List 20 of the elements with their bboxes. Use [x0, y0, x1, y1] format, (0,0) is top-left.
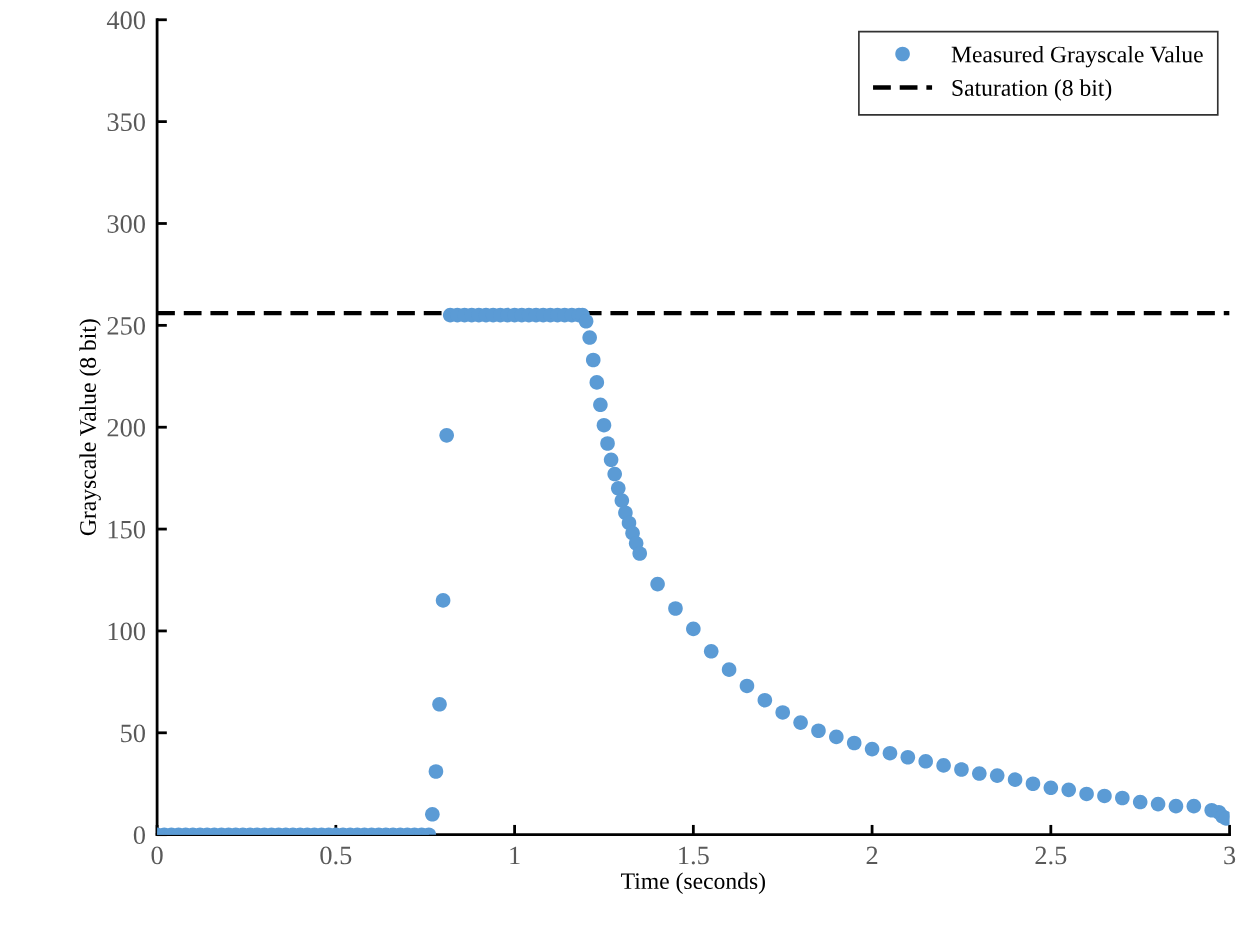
y-tick-label: 400: [106, 11, 145, 30]
x-tick-label: 2.5: [1035, 846, 1067, 865]
x-tick-label: 3: [1224, 846, 1236, 865]
y-tick-label: 150: [108, 520, 145, 539]
y-tick-label: 50: [121, 724, 145, 743]
legend-label: Saturation (8 bit): [952, 79, 1112, 101]
y-tick-label: 100: [108, 622, 145, 641]
x-tick-label: 2: [866, 846, 878, 865]
x-tick-label: 0.5: [320, 846, 352, 865]
y-axis-title: Grayscale Value (8 bit): [79, 319, 101, 536]
y-tick-label: 300: [107, 215, 145, 233]
y-tick-label: 200: [107, 418, 145, 437]
x-axis-title: Time (seconds): [621, 872, 765, 894]
y-tick-label: 250: [107, 316, 145, 335]
x-tick-label: 1.5: [679, 846, 709, 865]
y-tick-label: 0: [133, 826, 145, 845]
legend-label: Measured Grayscale Value: [951, 45, 1203, 68]
x-tick-label: 0: [151, 846, 163, 865]
y-tick-label: 350: [107, 113, 145, 132]
x-tick-label: 1: [510, 846, 520, 865]
